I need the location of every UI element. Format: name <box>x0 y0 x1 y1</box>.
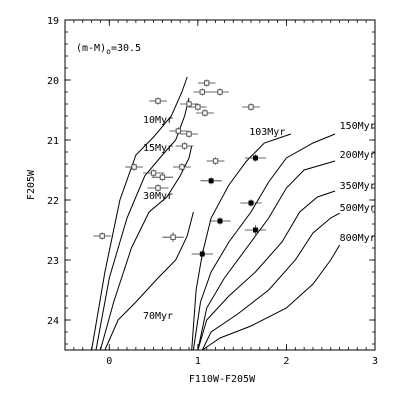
y-tick-label: 19 <box>47 16 59 27</box>
x-tick-label: 2 <box>283 356 289 367</box>
open-square-marker <box>202 110 208 116</box>
data-point-group <box>93 79 267 258</box>
annotation-subscript: o <box>106 47 111 56</box>
annotation-tail: =30.5 <box>111 43 141 54</box>
x-tick-label: 0 <box>106 356 112 367</box>
open-square-marker <box>99 233 105 239</box>
y-tick-label: 23 <box>47 256 59 267</box>
open-square-marker <box>199 89 205 95</box>
isochrone-line <box>91 76 188 351</box>
filled-data-point <box>191 250 213 258</box>
annotation-main: (m-M) <box>76 43 106 54</box>
isochrone-label: 350Myr <box>340 181 376 192</box>
filled-data-point <box>200 177 222 185</box>
filled-square-marker <box>248 200 254 206</box>
isochrone-label: 15Myr <box>143 143 173 154</box>
y-tick-label: 20 <box>47 76 59 87</box>
open-data-point <box>173 163 191 171</box>
isochrone-line <box>202 244 341 351</box>
open-square-marker <box>248 104 254 110</box>
open-data-point <box>193 88 212 96</box>
filled-data-point <box>244 225 267 235</box>
isochrone-line <box>197 160 336 351</box>
open-data-point <box>242 103 260 111</box>
annotation-distance-modulus: (m-M)o=30.5 <box>76 43 141 56</box>
open-square-marker <box>195 104 201 110</box>
isochrone-line <box>95 97 190 351</box>
filled-data-point <box>240 199 262 207</box>
y-tick-label: 21 <box>47 136 59 147</box>
isochrone-group <box>91 76 341 351</box>
x-tick-label: 3 <box>372 356 378 367</box>
y-tick-label: 24 <box>47 316 59 327</box>
open-data-point <box>142 169 165 177</box>
isochrone-label: 70Myr <box>143 311 173 322</box>
open-data-point <box>93 232 112 240</box>
open-data-point <box>151 173 174 181</box>
isochrone-label: 200Myr <box>340 150 376 161</box>
open-square-marker <box>155 185 161 191</box>
open-square-marker <box>159 174 166 180</box>
open-data-point <box>180 130 198 138</box>
open-data-point <box>147 184 169 192</box>
isochrone-label: 800Myr <box>340 233 376 244</box>
open-square-marker <box>155 98 161 104</box>
filled-square-marker <box>217 218 223 224</box>
open-data-point <box>175 142 194 150</box>
open-square-marker <box>131 164 137 170</box>
open-square-marker <box>175 128 182 134</box>
open-square-marker <box>186 101 192 107</box>
open-data-point <box>211 88 229 96</box>
filled-square-marker <box>252 227 258 233</box>
open-data-point <box>169 127 188 135</box>
isochrone-label: 10Myr <box>143 115 173 126</box>
x-tick-label: 1 <box>195 356 201 367</box>
open-square-marker <box>179 164 185 170</box>
open-data-point <box>206 157 225 165</box>
open-square-marker <box>217 89 223 95</box>
isochrone-label: 30Myr <box>143 191 173 202</box>
isochrone-line <box>104 211 194 351</box>
filled-square-marker <box>208 178 214 184</box>
y-axis-label: F205W <box>26 169 37 200</box>
isochrone-line <box>197 190 336 351</box>
filled-data-point <box>209 217 231 225</box>
y-tick-label: 22 <box>47 196 59 207</box>
open-data-point <box>149 97 167 105</box>
open-data-point <box>125 163 143 171</box>
x-axis-label: F110W-F205W <box>189 374 256 385</box>
open-square-marker <box>170 234 176 240</box>
open-square-marker <box>181 143 188 149</box>
isochrone-line <box>201 212 340 351</box>
isochrone-label: 103Myr <box>249 127 285 138</box>
open-square-marker <box>186 131 192 137</box>
isochrone-line <box>99 145 193 351</box>
isochrone-line <box>192 133 336 351</box>
open-square-marker <box>204 80 210 86</box>
filled-square-marker <box>199 251 205 257</box>
isochrone-label-group: 10Myr 15Myr 30Myr 70Myr 103Myr 150Myr 200Myr 35… <box>143 115 376 322</box>
open-data-point <box>180 100 198 108</box>
open-data-point <box>162 232 184 242</box>
filled-data-point <box>244 154 267 162</box>
isochrone-label: 500Myr <box>340 203 376 214</box>
open-data-point <box>196 109 214 117</box>
filled-square-marker <box>252 155 258 161</box>
isochrone-line <box>191 133 292 351</box>
open-data-point <box>189 103 207 111</box>
open-square-marker <box>212 158 219 164</box>
open-data-point <box>197 79 216 87</box>
open-square-marker <box>150 170 157 176</box>
isochrone-label: 150Myr <box>340 121 376 132</box>
plot-frame <box>64 19 376 351</box>
